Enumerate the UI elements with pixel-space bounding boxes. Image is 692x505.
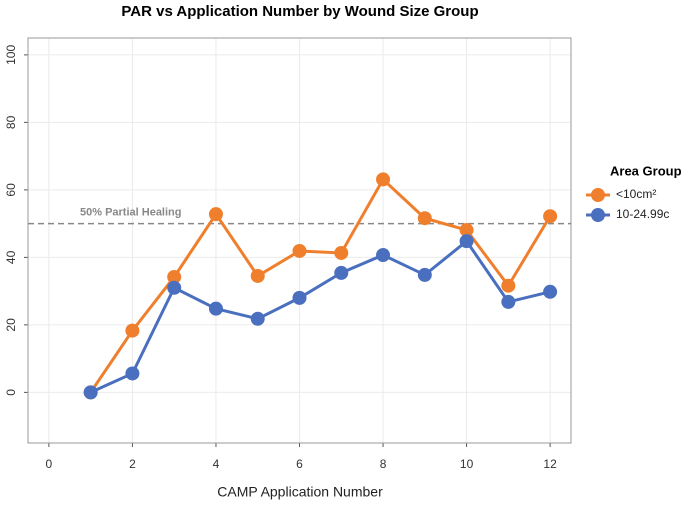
data-point [167, 269, 182, 284]
data-point [376, 248, 391, 263]
data-point [376, 172, 391, 187]
legend-title: Area Group [610, 163, 682, 178]
data-point [125, 366, 140, 381]
x-tick-label: 8 [380, 457, 387, 471]
legend-swatch [591, 208, 605, 222]
legend-label: 10-24.99c [616, 207, 669, 221]
data-point [292, 290, 307, 305]
y-tick-label: 80 [4, 115, 18, 129]
data-point [125, 323, 140, 338]
x-tick-label: 6 [296, 457, 303, 471]
data-point [334, 245, 349, 260]
x-tick-label: 10 [460, 457, 474, 471]
data-point [459, 234, 474, 249]
data-point [167, 280, 182, 295]
y-tick-label: 40 [4, 250, 18, 264]
x-tick-label: 4 [213, 457, 220, 471]
data-point [250, 268, 265, 283]
x-tick-label: 12 [543, 457, 557, 471]
data-point [501, 278, 516, 293]
series-line [90, 238, 551, 394]
legend-label: <10cm² [616, 187, 656, 201]
data-point [208, 301, 223, 316]
x-tick-label: 0 [46, 457, 53, 471]
data-point [292, 243, 307, 258]
chart-title: PAR vs Application Number by Wound Size … [121, 3, 478, 20]
data-point [334, 265, 349, 280]
data-point [543, 209, 558, 224]
plot-border [27, 37, 572, 444]
data-point [417, 267, 432, 282]
data-point [417, 211, 432, 226]
x-axis-label: CAMP Application Number [217, 484, 383, 500]
data-point [459, 223, 474, 238]
y-tick-label: 100 [4, 45, 18, 65]
data-point [208, 207, 223, 222]
data-point [543, 284, 558, 299]
y-tick-label: 60 [4, 183, 18, 197]
data-point [501, 294, 516, 309]
reference-label: 50% Partial Healing [80, 207, 182, 219]
y-tick-label: 0 [4, 389, 18, 396]
series-line [89, 177, 552, 394]
x-tick-label: 2 [129, 457, 136, 471]
data-point [83, 385, 98, 400]
legend-swatch [591, 188, 605, 202]
data-point [250, 311, 265, 326]
y-tick-label: 20 [4, 318, 18, 332]
